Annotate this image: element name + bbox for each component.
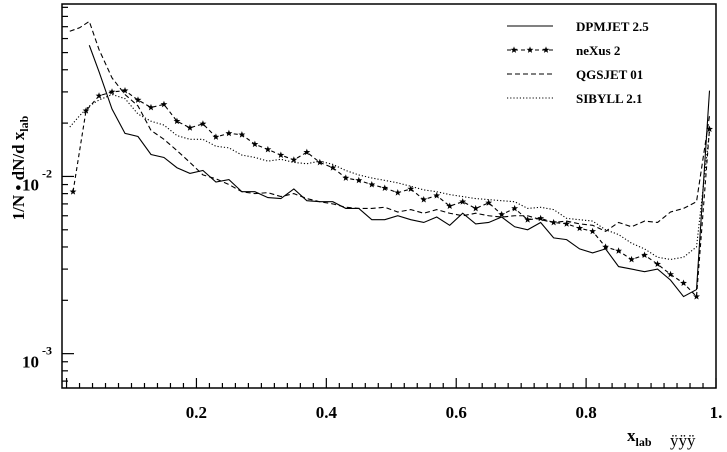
legend-star xyxy=(526,46,534,53)
series-point-star xyxy=(342,174,350,181)
series-point-star xyxy=(433,191,441,199)
series-point-star xyxy=(290,156,298,163)
x-axis-label-sub: lab xyxy=(636,435,652,449)
series-point-star xyxy=(394,189,402,196)
series-point-star xyxy=(173,117,181,125)
series-point-star xyxy=(420,196,428,203)
series-point-star xyxy=(407,185,415,192)
legend-label-2: QGSJET 01 xyxy=(576,67,643,82)
series-point-star xyxy=(225,129,233,137)
y-tick-exponent: -2 xyxy=(42,166,52,180)
series-point-star xyxy=(524,216,532,223)
x-tick-label: 1. xyxy=(710,403,723,422)
x-axis-label: xlab xyxy=(627,426,652,449)
series-line-2 xyxy=(69,20,711,232)
series-point-star xyxy=(329,164,337,171)
series-point-star xyxy=(446,202,454,210)
series-point-star xyxy=(186,124,194,131)
series-point-star xyxy=(134,96,142,103)
series-point-star xyxy=(199,120,207,127)
series-point-star xyxy=(459,198,467,205)
y-axis-label-main: 1/N • dN/d x xyxy=(9,131,28,220)
x-tick-label: 0.4 xyxy=(316,403,338,422)
series-point-star xyxy=(628,255,635,263)
series-point-star xyxy=(589,227,597,235)
series-point-star xyxy=(706,125,713,133)
series-point-star xyxy=(563,220,571,227)
series-line-1 xyxy=(72,90,711,298)
y-axis-label-sub: lab xyxy=(17,115,31,131)
series-point-star xyxy=(576,224,584,232)
series-point-star xyxy=(82,107,90,114)
series-point-star xyxy=(641,251,648,258)
series-line-3 xyxy=(69,93,711,261)
series-point-star xyxy=(147,103,155,111)
x-tick-label: 0.2 xyxy=(186,403,207,422)
series-point-star xyxy=(680,279,687,287)
x-axis-label-main: x xyxy=(627,426,636,445)
series-line-0 xyxy=(88,45,711,298)
series-point-star xyxy=(251,140,259,148)
series-point-star xyxy=(615,247,623,254)
series-point-star xyxy=(95,92,103,99)
series-point-star xyxy=(368,180,376,188)
series-point-star xyxy=(472,204,480,212)
x-tick-label: 0.8 xyxy=(575,403,596,422)
series-point-star xyxy=(121,87,129,94)
series-point-star xyxy=(667,270,674,278)
legend-star xyxy=(542,46,550,53)
legend-label-0: DPMJET 2.5 xyxy=(576,19,649,34)
series-point-star xyxy=(485,199,493,206)
series-point-star xyxy=(303,148,311,156)
series-point-star xyxy=(316,158,324,166)
series-point-star xyxy=(277,151,285,158)
series-point-star xyxy=(602,243,610,250)
series-point-star xyxy=(381,184,389,191)
series-point-star xyxy=(355,176,363,184)
series-point-star xyxy=(108,88,116,95)
series-point-star xyxy=(654,260,661,268)
legend-star xyxy=(510,46,518,53)
series-point-star xyxy=(212,133,220,140)
y-tick-label: 10 xyxy=(22,353,39,372)
series-point-star xyxy=(238,131,246,138)
y-axis-label: 1/N • dN/d xlab xyxy=(9,115,31,220)
series-point-star xyxy=(537,214,545,222)
legend-label-1: neXus 2 xyxy=(576,43,620,58)
series-point-star xyxy=(511,204,519,212)
y-tick-exponent: -3 xyxy=(42,344,52,358)
legend-label-3: SIBYLL 2.1 xyxy=(576,91,642,106)
series-point-star xyxy=(693,292,700,300)
series-point-star xyxy=(264,145,272,153)
x-axis-label-suffix: ÿÿÿ xyxy=(670,431,696,450)
x-tick-label: 0.6 xyxy=(446,403,467,422)
series-point-star xyxy=(69,188,77,195)
series-point-star xyxy=(498,210,506,218)
series-point-star xyxy=(160,100,168,108)
plot-frame xyxy=(61,3,717,389)
legend: DPMJET 2.5 neXus 2 QGSJET 01 SIBYLL 2.1 xyxy=(507,19,649,106)
y-tick-label: 10 xyxy=(22,175,39,194)
